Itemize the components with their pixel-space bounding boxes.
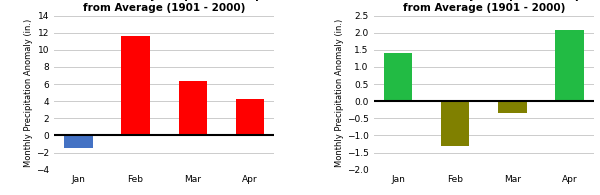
Y-axis label: Monthly Precipitation Anomaly (in.): Monthly Precipitation Anomaly (in.): [24, 19, 33, 167]
Bar: [236, 99, 265, 135]
Bar: [383, 53, 412, 101]
Title: Missouri 2024 Monthly Precipitation Departures
from Average (1901 - 2000): Missouri 2024 Monthly Precipitation Depa…: [342, 0, 600, 13]
Bar: [556, 30, 584, 101]
Title: Missouri 2024 Monthly Temperature Departures
from Average (1901 - 2000): Missouri 2024 Monthly Temperature Depart…: [23, 0, 305, 13]
Bar: [179, 81, 207, 135]
Bar: [121, 36, 150, 135]
Bar: [64, 135, 92, 148]
Bar: [441, 101, 469, 146]
Y-axis label: Monthly Precipitation Anomaly (in.): Monthly Precipitation Anomaly (in.): [335, 19, 344, 167]
Bar: [498, 101, 527, 113]
